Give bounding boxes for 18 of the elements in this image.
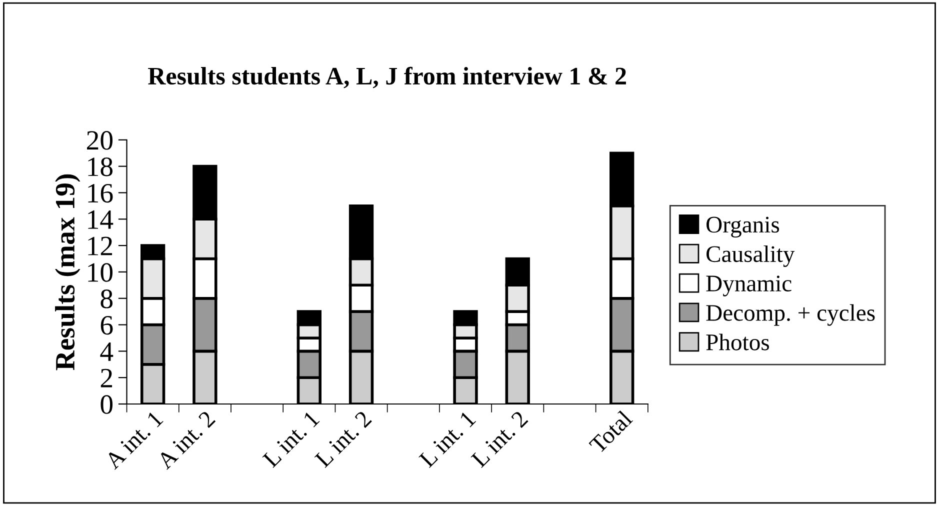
y-tick-label: 10	[88, 263, 113, 282]
y-tick-label: 18	[88, 157, 113, 176]
legend-label: Photos	[706, 334, 769, 350]
y-tick-label: 2	[100, 368, 112, 388]
y-tick-label: 16	[88, 184, 113, 203]
legend-label: Decomp. + cycles	[706, 304, 875, 326]
y-tick-label: 0	[100, 395, 113, 414]
y-tick-label: 4	[100, 342, 114, 361]
y-tick-label: 14	[88, 210, 114, 229]
legend-label: Causality	[706, 245, 795, 267]
legend-label: Organis	[706, 216, 780, 238]
y-tick-label: 6	[100, 316, 113, 335]
y-tick-label: 8	[100, 290, 113, 308]
legend-label: Dynamic	[706, 276, 792, 296]
y-axis-title: Results (max 19)	[55, 174, 80, 370]
chart-title: Results students A, L, J from interview 1 & 2	[148, 66, 626, 88]
y-tick-label: 12	[88, 236, 112, 256]
y-tick-label: 20	[87, 131, 113, 150]
